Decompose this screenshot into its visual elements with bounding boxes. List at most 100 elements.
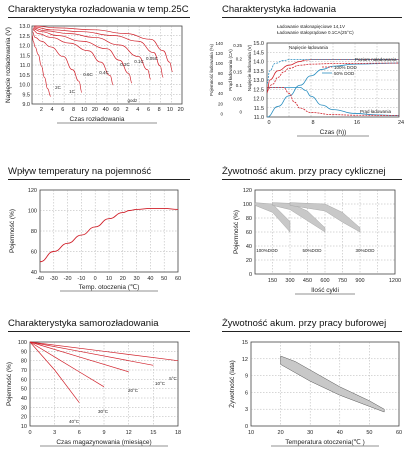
x-axis-label: Temperatura otoczenia(℃ ) [285,438,365,446]
y-right-tick: 14.5 [253,50,264,56]
x-tick-label: -10 [77,276,85,282]
x-tick-label: 24 [398,120,404,126]
y-tick-label: 10 [21,424,27,430]
x-tick-label: 40 [103,107,109,113]
panel-float-life: Żywotność akum. przy pracy buforowej 15 1… [205,312,409,450]
series-line-2 [266,62,400,118]
curve-label: 40°C [69,419,80,424]
x-tick-label: 10 [81,107,87,113]
x-tick-label: 15 [150,430,156,436]
self-discharge-chart: 100 90 80 70 60 50 40 30 20 100 3 6 9 12 15 18 Pojemność… [6,340,181,447]
x-tick-label: 20 [278,430,284,436]
x-tick-label: 300 [285,278,294,284]
y-right-tick: 13.0 [253,78,264,84]
series-line-0 [31,35,51,97]
curve-label: 0.2C [120,62,130,67]
y-tick-label: 80 [21,359,27,365]
y-right-tick: 11.0 [254,115,264,121]
y-tick-label: 3 [245,407,248,413]
curve-label: 5°C [169,376,177,381]
x-tick-label: 6 [147,107,150,113]
legend-entry: 50% DOD [334,71,355,76]
y-tick-label: 13.0 [19,24,30,30]
y-tick-label: 11.0 [20,63,30,69]
y-mid-axis-label: Prąd ładowania (CA) [228,49,233,91]
curve-label: 0.6C [83,72,93,77]
y-mid-tick: 0.15 [233,70,242,75]
band-label: 100%DOD [256,248,278,253]
y-tick-label: 70 [21,368,27,374]
x-unit-label: godz [128,98,139,103]
x-tick-label: 4 [136,107,139,113]
y-left-tick: 140 [215,41,223,46]
y-tick-label: 12.0 [19,44,30,50]
y-right-tick: 12.0 [253,97,264,103]
x-tick-label: 16 [354,120,360,126]
y-axis-label: Pojemność (%) [9,209,16,253]
series-line-4 [29,341,179,362]
x-tick-label: 900 [355,278,364,284]
y-axis-label: Pojemność (%) [6,362,13,406]
y-tick-label: 10.5 [19,73,30,79]
x-tick-label: 3 [53,430,56,436]
y-tick-label: 50 [21,387,27,393]
y-tick-label: 120 [28,188,37,194]
y-left-tick: 120 [215,51,223,56]
x-tick-label: 2 [40,107,43,113]
y-left-tick: 40 [218,91,224,96]
discharge-chart: 13.0 12.5 12.0 11.5 11.0 10.5 10.0 9.5 9.0 2 4 6 8 10… [5,24,184,124]
x-tick-label: 1200 [389,278,401,284]
title-underline [8,17,190,18]
legend-text: Ładowanie stałonapięciowe 14,1V [277,24,345,29]
curve-label: 20°C [128,388,139,393]
title-underline [222,179,402,180]
y-tick-label: 6 [245,390,248,396]
cycle-life-chart: 120 100 80 60 40 20 0 150 300 450 600 750 900 1200 Poj… [233,188,401,295]
x-tick-label: 450 [303,278,312,284]
chart-title: Żywotność akum. przy pracy buforowej [222,318,387,329]
chart-title: Charakterystyka rozładowania w temp.25C [8,4,189,15]
y-tick-label: 12 [242,357,248,363]
x-tick-label: 40 [337,430,343,436]
band-2 [289,202,361,233]
y-right-tick: 14.0 [253,60,264,66]
annotation: Poziom naładowania [355,57,397,62]
x-tick-label: 50 [366,430,372,436]
y-tick-label: 80 [246,216,252,222]
y-mid-tick: 0.05 [233,96,242,101]
life-band [280,355,385,413]
y-axis-label: Napięcie rozładowania (V) [5,27,12,103]
y-tick-label: 90 [21,349,27,355]
x-tick-label: 600 [320,278,329,284]
x-tick-label: 30 [134,276,140,282]
x-tick-label: 8 [72,107,75,113]
curve-label: 0.05C [146,56,159,61]
chart-title: Charakterystyka ładowania [222,4,337,15]
y-tick-label: 60 [246,230,252,236]
y-left-axis-label: Pojemność ładowania (%) [209,43,214,96]
x-tick-label: 6 [78,430,81,436]
x-axis-label: Temp. otoczenia (℃) [79,283,140,291]
x-tick-label: -30 [50,276,58,282]
x-tick-label: 2 [126,107,129,113]
y-tick-label: 60 [31,250,37,256]
curve-label: 30°C [98,409,109,414]
y-tick-label: 40 [246,244,252,250]
x-tick-label: 0 [94,276,97,282]
title-underline [222,331,402,332]
y-tick-label: 100 [18,340,27,346]
series-line-3 [29,341,154,366]
x-tick-label: 8 [311,120,314,126]
title-underline [8,179,190,180]
title-underline [8,331,190,332]
y-mid-tick: 0 [239,110,242,115]
x-tick-label: 8 [158,107,161,113]
plot-frame [250,341,400,427]
x-axis-label: Ilość cykli [311,287,339,294]
x-tick-label: 10 [106,276,112,282]
y-axis-label: Żywotność (lata) [227,360,236,408]
y-axis-label: Pojemność (%) [233,210,240,254]
x-tick-label: 50 [161,276,167,282]
series-line-4 [33,27,152,80]
